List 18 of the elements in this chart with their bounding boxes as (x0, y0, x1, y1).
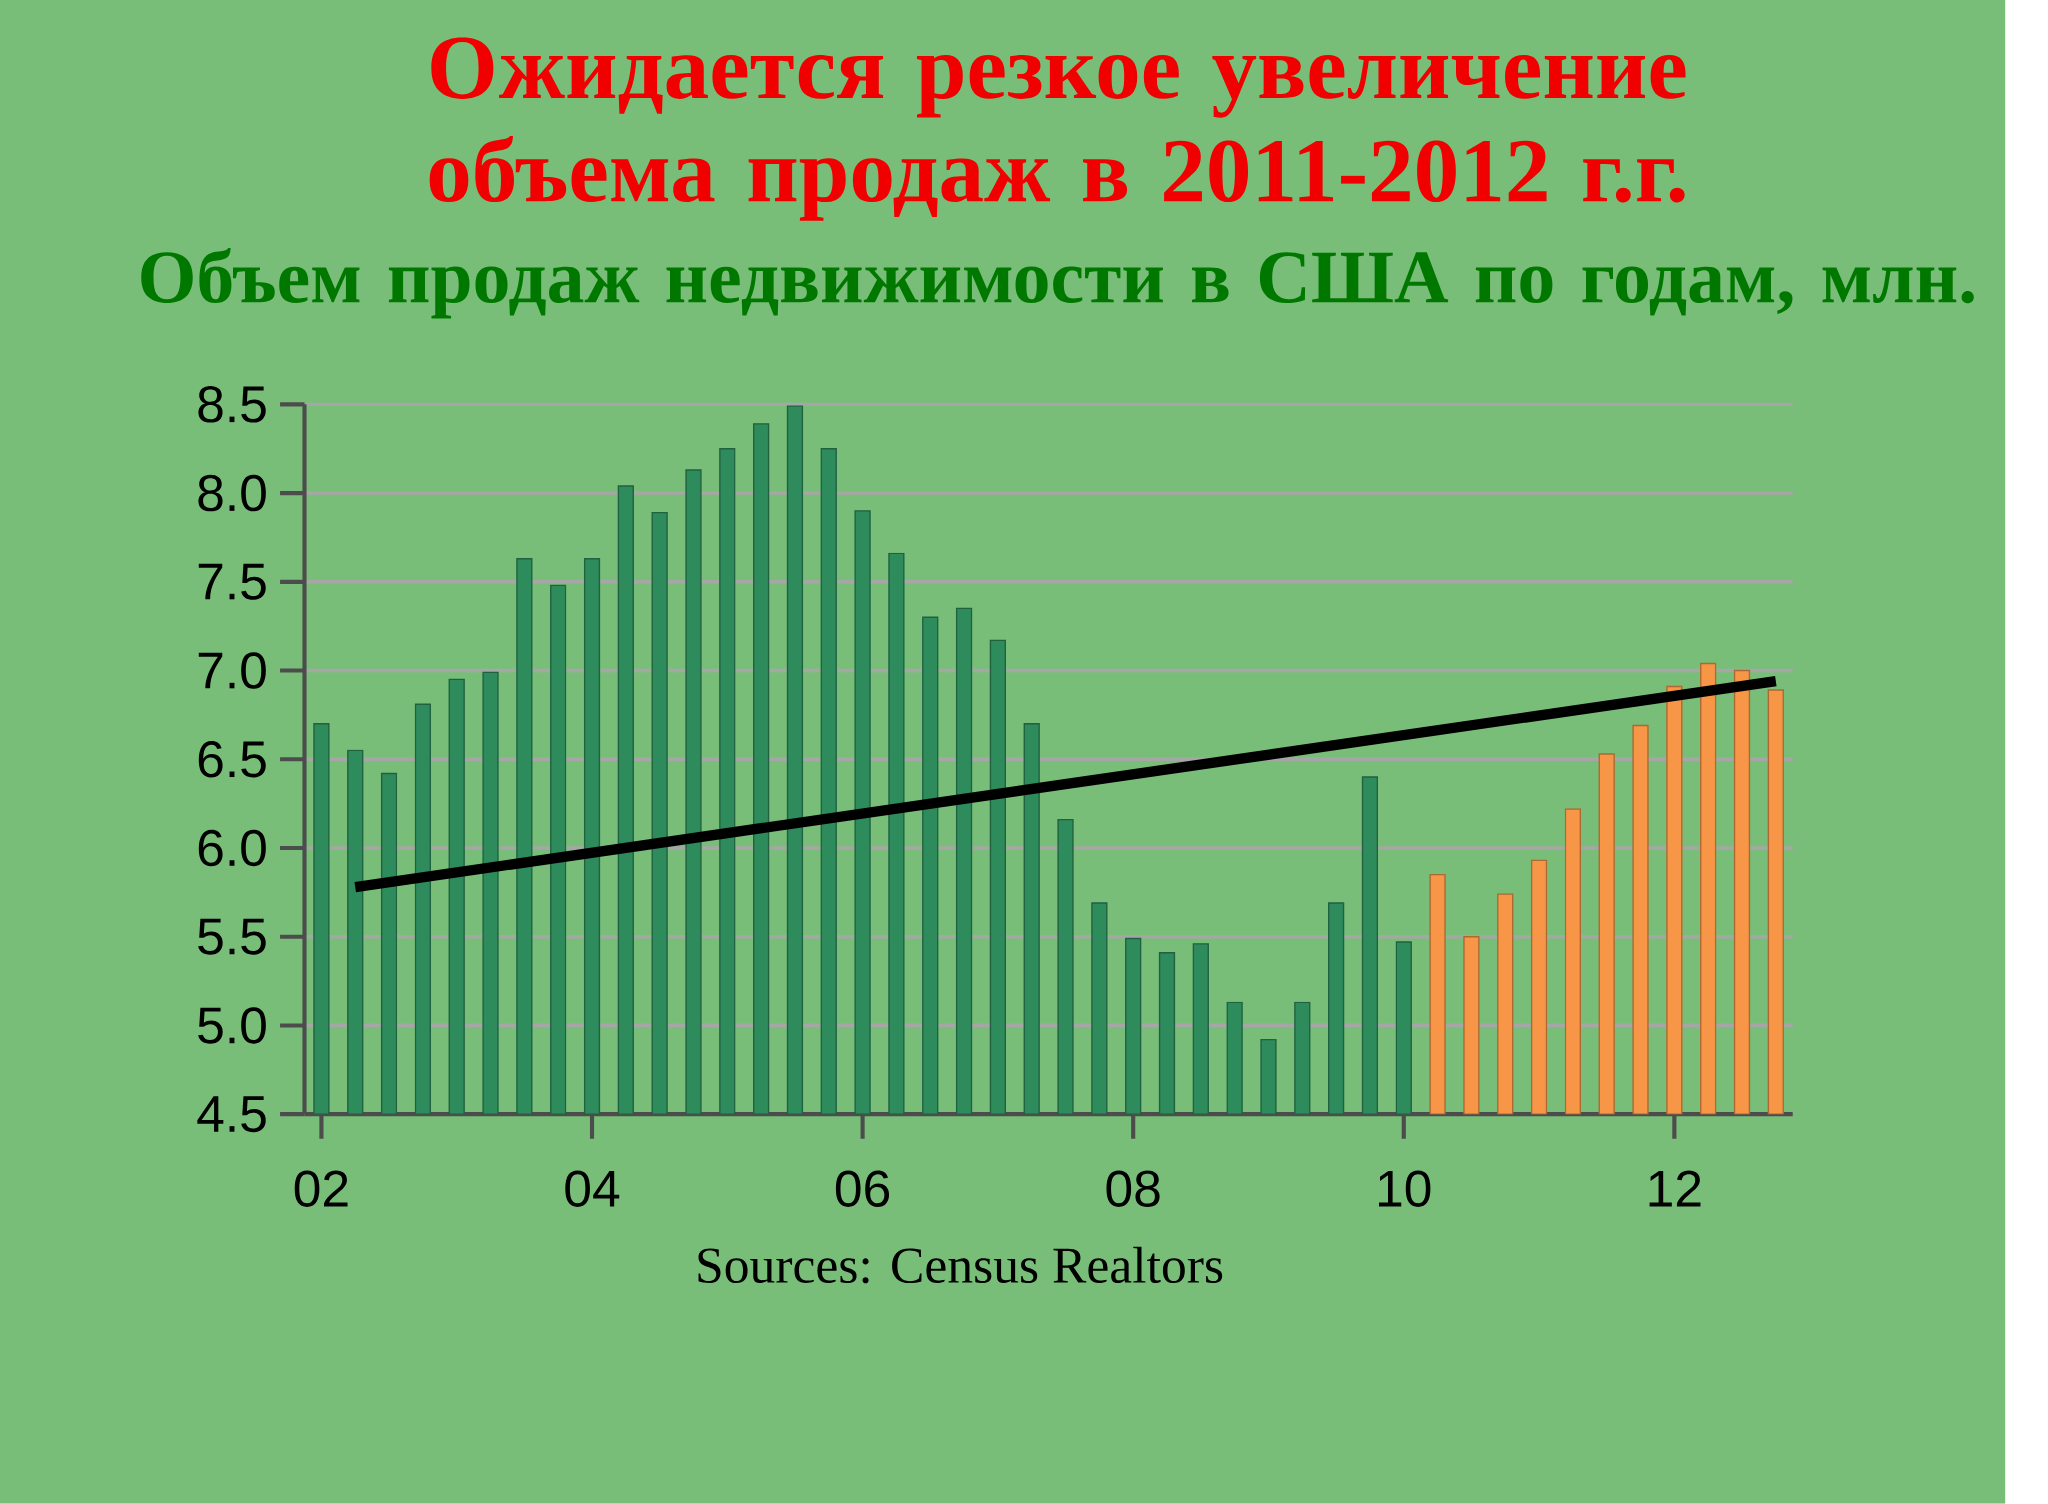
y-tick-label: 7.5 (198, 563, 266, 600)
x-tick-label: 04 (565, 1170, 620, 1207)
x-tick-label: 10 (1379, 1170, 1431, 1207)
y-tick-label: 8.5 (198, 386, 266, 423)
source-note: Sources: Census Realtors (698, 1246, 1223, 1284)
y-tick-label: 6.5 (198, 741, 266, 778)
x-tick-label: 02 (294, 1170, 348, 1207)
y-tick-label: 5.0 (198, 1007, 266, 1044)
x-tick-label: 08 (1106, 1170, 1160, 1207)
y-tick-label: 7.0 (198, 652, 266, 689)
x-tick-label: 12 (1649, 1170, 1701, 1207)
y-tick-label: 8.0 (198, 474, 266, 512)
y-tick-label: 5.5 (198, 918, 266, 955)
y-tick-label: 4.5 (197, 1096, 266, 1133)
chart-subtitle: Объем продаж недвижимости в США по годам, млн. (141, 248, 1974, 319)
chart-title: Ожидается резкое увеличение объема продаж в 2011-2012 г.г. (429, 37, 1686, 221)
x-tick-label: 06 (835, 1170, 890, 1207)
y-tick-label: 6.0 (198, 829, 266, 867)
